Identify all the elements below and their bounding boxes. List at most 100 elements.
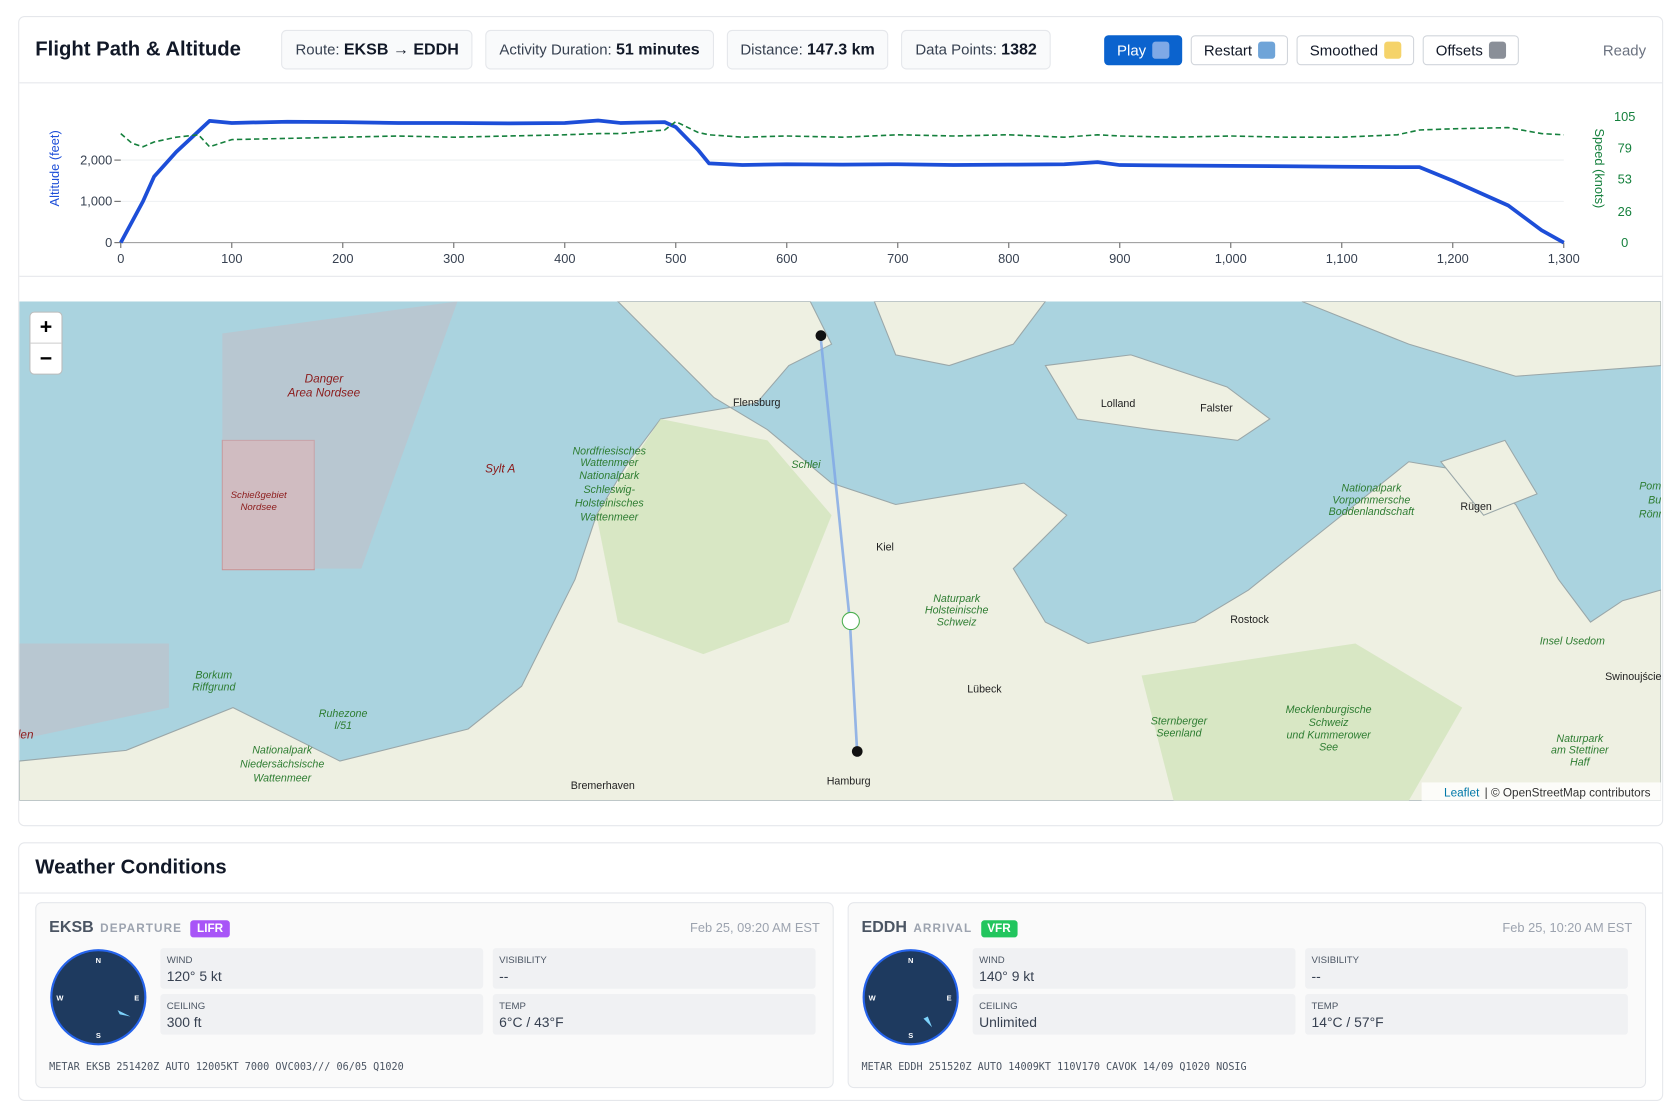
compass-letter: E: [947, 993, 952, 1002]
map-label: Naturpark: [1556, 733, 1604, 745]
button[interactable]: Smoothed: [1296, 34, 1415, 65]
field-value: 300 ft: [166, 1014, 202, 1031]
map-label: Nordsee: [241, 502, 277, 513]
y-axis-label: Altitude (feet): [47, 130, 62, 206]
dest-marker: [851, 746, 863, 757]
weather-field: TEMP 6°C / 43°F: [492, 994, 816, 1035]
map-label: Naturpark: [933, 593, 981, 605]
title: Flight Path & Altitude: [35, 37, 241, 61]
status: Ready: [1602, 41, 1647, 59]
field-value: --: [1311, 968, 1321, 985]
field-label: TEMP: [1311, 1000, 1339, 1012]
field-value: --: [499, 968, 509, 985]
map-label: Area Nordsee: [287, 387, 361, 400]
map-label: See: [1319, 741, 1338, 753]
button-icon: [1152, 41, 1170, 59]
x-tick-label: 400: [554, 251, 575, 266]
series-line: [120, 120, 1564, 148]
map-label: Rönne: [1639, 508, 1661, 520]
map-label: Hamburg: [827, 776, 871, 788]
header: Flight Path & Altitude Route: EKSB → EDDH…: [19, 17, 1663, 84]
y-tick-label: 0: [105, 235, 112, 250]
button[interactable]: Restart: [1191, 34, 1289, 65]
map-label: Schlei: [791, 459, 821, 471]
map-label: Lolland: [1101, 398, 1135, 410]
map-label: Kiel: [876, 541, 894, 553]
stat: Activity Duration: 51 minutes: [485, 29, 714, 70]
compass-letter: W: [869, 993, 877, 1002]
map-label: Rügen: [1460, 501, 1492, 513]
stat-value: EKSB → EDDH: [343, 40, 459, 59]
x-tick-label: 500: [665, 251, 686, 266]
field-value: 14°C / 57°F: [1311, 1014, 1384, 1031]
button-label: Play: [1117, 41, 1147, 59]
flight-category: VFR: [980, 920, 1018, 938]
map-label: Ruhezone: [319, 708, 368, 720]
y2-tick-label: 53: [1618, 171, 1632, 186]
time: Feb 25, 09:20 AM EST: [690, 920, 820, 936]
chart-area: [19, 86, 1663, 277]
stat: Route: EKSB → EDDH: [281, 29, 473, 70]
button[interactable]: Play: [1104, 34, 1183, 65]
map-label: Wattenmeer: [580, 457, 638, 469]
parks: [596, 419, 1463, 801]
map-label: Nationalpark: [252, 745, 313, 757]
compass-letter: S: [908, 1031, 913, 1040]
stats: Route: EKSB → EDDH Activity Duration: 51 mi…: [281, 29, 1064, 70]
x-tick-label: 800: [998, 251, 1019, 266]
station-code: EKSB DEPARTURE LIFR: [49, 918, 230, 938]
y-tick-label: 1,000: [80, 194, 112, 209]
map-label: Schießgebiet: [231, 490, 287, 501]
button-label: Offsets: [1435, 41, 1483, 59]
x-tick-label: 1,300: [1548, 251, 1580, 266]
map-label: Sylt A: [485, 462, 515, 475]
y2-tick-label: 105: [1614, 109, 1635, 124]
weather-field: VISIBILITY --: [1305, 948, 1628, 989]
stat-label: Distance:: [740, 40, 803, 58]
weather-field: WIND 120° 5 kt: [160, 948, 484, 989]
x-tick-label: 100: [221, 251, 242, 266]
compass-dial: [862, 949, 959, 1046]
x-tick-label: 300: [443, 251, 464, 266]
x-tick-label: 1,100: [1326, 251, 1358, 266]
map-label: Pomm: [1639, 481, 1661, 493]
metar: METAR EDDH 251520Z AUTO 14009KT 110V170 …: [861, 1061, 1247, 1074]
zoom-in[interactable]: +: [40, 314, 52, 338]
map-label: Boddenlandschaft: [1329, 506, 1415, 518]
map-label: Falster: [1200, 403, 1233, 415]
role: ARRIVAL: [913, 922, 973, 936]
weather-field: VISIBILITY --: [492, 948, 816, 989]
weather-header: Weather Conditions: [19, 843, 1663, 894]
map-label: Nordfriesisches: [572, 445, 646, 457]
wind-arrow: [923, 1016, 933, 1028]
station-card: EDDH ARRIVAL VFR Feb 25, 10:20 AM EST N E S W WI…: [847, 902, 1647, 1089]
weather-card: Weather Conditions EKSB DEPARTURE LIFR Feb …: [18, 842, 1664, 1101]
series-line: [119, 118, 1565, 245]
x-tick-label: 900: [1109, 251, 1130, 266]
metar: METAR EKSB 251420Z AUTO 12005KT 7000 OVC…: [49, 1061, 404, 1074]
zoom-out[interactable]: −: [40, 347, 52, 371]
restricted-area: [221, 439, 315, 571]
stat-label: Data Points:: [915, 40, 997, 58]
map-label: Vorpommersche: [1332, 494, 1410, 506]
danger-area: [222, 301, 458, 569]
map-label: Wattenmeer: [253, 772, 311, 784]
attribution: | © OpenStreetMap contributors: [1485, 786, 1651, 799]
role: DEPARTURE: [100, 922, 183, 936]
field-label: CEILING: [166, 1000, 206, 1012]
compass-letter: W: [56, 993, 64, 1002]
map-label: Swinoujście: [1605, 671, 1661, 683]
compass: N E S W: [862, 949, 959, 1046]
compass-letter: S: [96, 1031, 101, 1040]
field-value: 140° 9 kt: [979, 968, 1035, 985]
stat: Data Points: 1382: [901, 29, 1051, 70]
field-label: VISIBILITY: [1311, 954, 1360, 966]
button[interactable]: Offsets: [1422, 34, 1520, 65]
attribution-link[interactable]: Leaflet: [1444, 786, 1480, 799]
x-tick-label: 600: [776, 251, 797, 266]
station-card: EKSB DEPARTURE LIFR Feb 25, 09:20 AM EST N E S…: [35, 902, 834, 1089]
button-label: Restart: [1203, 41, 1253, 59]
